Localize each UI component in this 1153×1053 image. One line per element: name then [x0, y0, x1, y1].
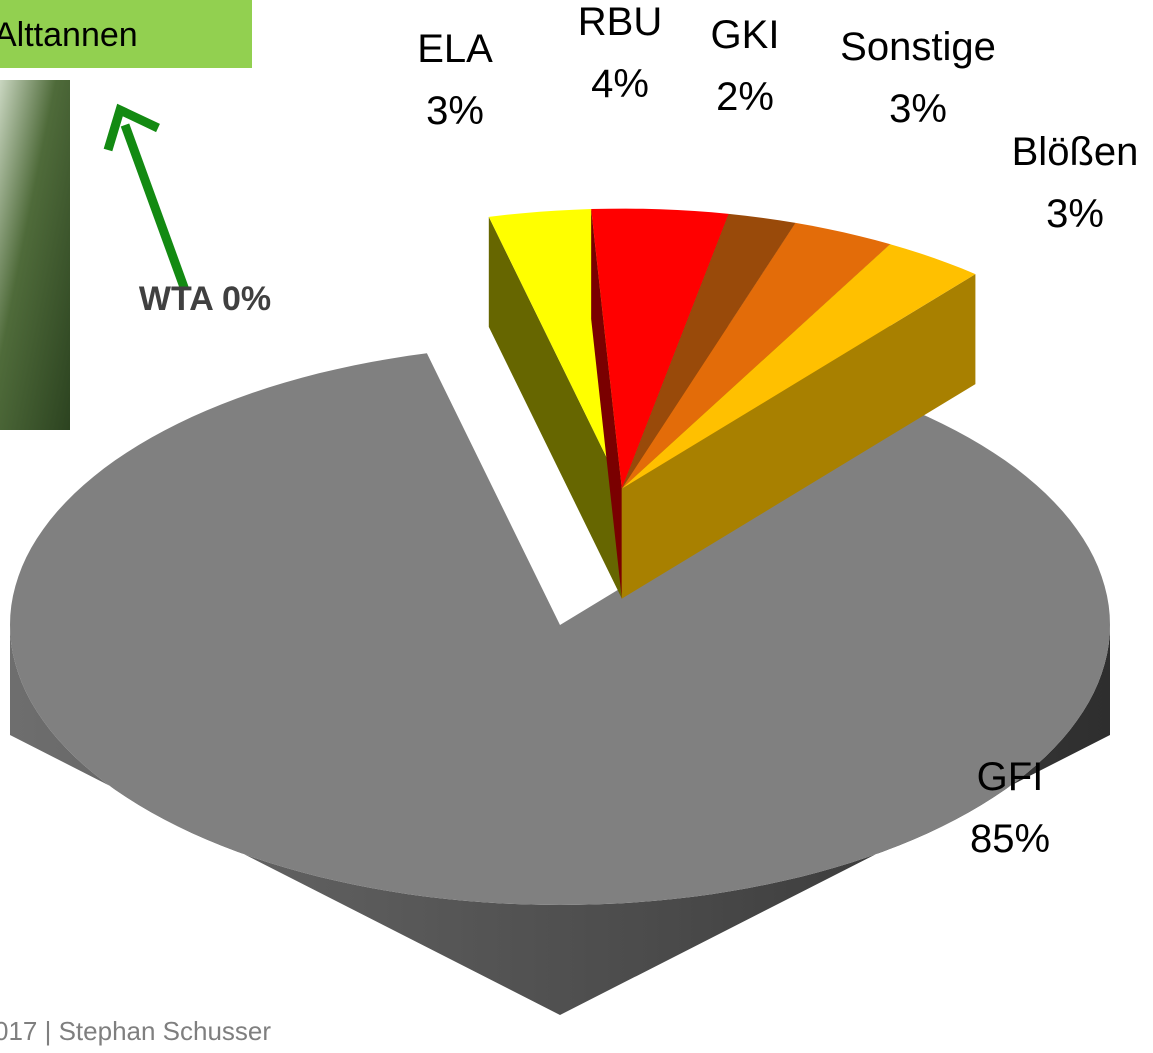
- slice-value-label: 2%: [716, 75, 774, 119]
- pie: [10, 208, 1110, 1015]
- slice-label: RBU: [578, 0, 662, 44]
- slice-wall: [488, 216, 622, 599]
- annotation: WTA 0%: [139, 280, 271, 318]
- arrow-head: [103, 103, 160, 152]
- slice-value-label: 3%: [1046, 192, 1104, 236]
- slice: [621, 222, 891, 489]
- header-box: [0, 0, 252, 68]
- pie-side: [10, 625, 1110, 1015]
- slice-wall: [621, 274, 976, 599]
- arrow: [120, 123, 190, 292]
- header-label: Alttannen: [0, 16, 138, 54]
- slice-value-label: 3%: [889, 87, 947, 131]
- slice: [591, 208, 729, 489]
- slice-label: Sonstige: [840, 25, 996, 69]
- slice-wall: [591, 209, 622, 599]
- slice-label: GKI: [711, 13, 780, 57]
- slice-value-label: 4%: [591, 62, 649, 106]
- slice-value-label: 3%: [426, 89, 484, 133]
- slice: [488, 209, 622, 489]
- slice-label: ELA: [417, 27, 493, 71]
- slice: [621, 213, 796, 489]
- photo: [0, 80, 70, 430]
- slice: [10, 353, 1110, 905]
- slice-label: Blößen: [1012, 130, 1139, 174]
- slice: [621, 244, 976, 489]
- slice-label: GFI: [977, 755, 1044, 799]
- footer: 017 | Stephan Schusser: [0, 1016, 271, 1046]
- slice-value-label: 85%: [970, 817, 1050, 861]
